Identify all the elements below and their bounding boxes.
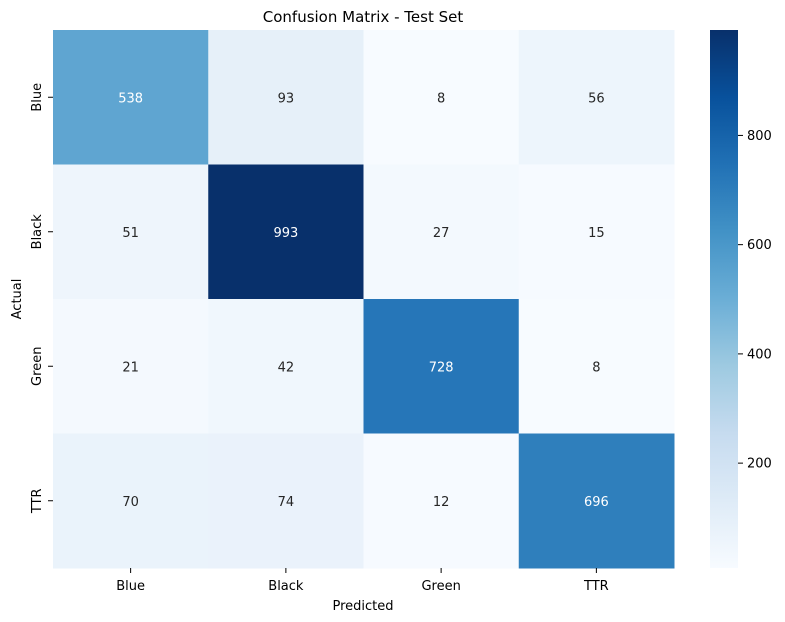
heatmap-cell xyxy=(518,299,675,434)
y-tick-label: Black xyxy=(30,214,45,250)
cell-value-label: 27 xyxy=(433,226,450,241)
x-axis: Blue Black Green TTR xyxy=(116,568,609,594)
colorbar-tick-label: 800 xyxy=(747,129,772,144)
cell-value-label: 696 xyxy=(584,495,609,510)
colorbar-ticks: 200 400 600 800 xyxy=(738,129,772,472)
chart-title: Confusion Matrix - Test Set xyxy=(263,8,464,26)
cell-value-label: 21 xyxy=(122,360,139,375)
cell-value-label: 12 xyxy=(433,495,450,510)
cell-value-label: 8 xyxy=(592,360,600,375)
y-tick-label: Blue xyxy=(30,83,45,112)
cell-value-label: 993 xyxy=(273,226,298,241)
heatmap-cell xyxy=(53,433,209,569)
colorbar xyxy=(710,30,738,568)
cell-value-label: 51 xyxy=(122,226,139,241)
heatmap-cell xyxy=(518,164,675,300)
heatmap-cell xyxy=(208,433,364,569)
heatmap-cell xyxy=(363,164,520,300)
cell-value-label: 538 xyxy=(118,91,143,106)
colorbar-tick-label: 600 xyxy=(747,238,772,253)
colorbar-tick-label: 400 xyxy=(747,347,772,362)
y-axis-label: Actual xyxy=(10,279,25,320)
cell-value-labels: 538 93 8 56 51 993 27 15 21 42 728 8 70 74 12 696 xyxy=(118,91,609,510)
x-tick-label: TTR xyxy=(583,579,609,594)
cell-value-label: 42 xyxy=(278,360,295,375)
heatmap-cell xyxy=(208,164,364,300)
x-axis-label: Predicted xyxy=(332,599,393,614)
cell-value-label: 15 xyxy=(588,226,605,241)
colorbar-tick-label: 200 xyxy=(747,457,772,472)
cell-value-label: 728 xyxy=(429,360,454,375)
y-axis: Blue Black Green TTR xyxy=(30,83,53,514)
cell-value-label: 8 xyxy=(437,91,445,106)
y-tick-label: Green xyxy=(30,347,45,386)
heatmap-cell xyxy=(208,299,364,434)
heatmap-cell xyxy=(208,30,364,165)
heatmap-cell xyxy=(363,433,520,569)
x-tick-label: Black xyxy=(268,579,304,594)
heatmap-cell xyxy=(518,433,675,569)
x-tick-label: Blue xyxy=(116,579,145,594)
heatmap-cell xyxy=(53,299,209,434)
heatmap-cell xyxy=(53,164,209,300)
x-tick-label: Green xyxy=(421,579,460,594)
cell-value-label: 56 xyxy=(588,91,605,106)
cell-value-label: 70 xyxy=(122,495,139,510)
heatmap-cell xyxy=(518,30,675,165)
heatmap-cells xyxy=(53,30,675,569)
cell-value-label: 93 xyxy=(278,91,295,106)
cell-value-label: 74 xyxy=(278,495,295,510)
heatmap-cell xyxy=(363,299,520,434)
heatmap-cell xyxy=(53,30,209,165)
heatmap-cell xyxy=(363,30,520,165)
y-tick-label: TTR xyxy=(30,488,45,514)
